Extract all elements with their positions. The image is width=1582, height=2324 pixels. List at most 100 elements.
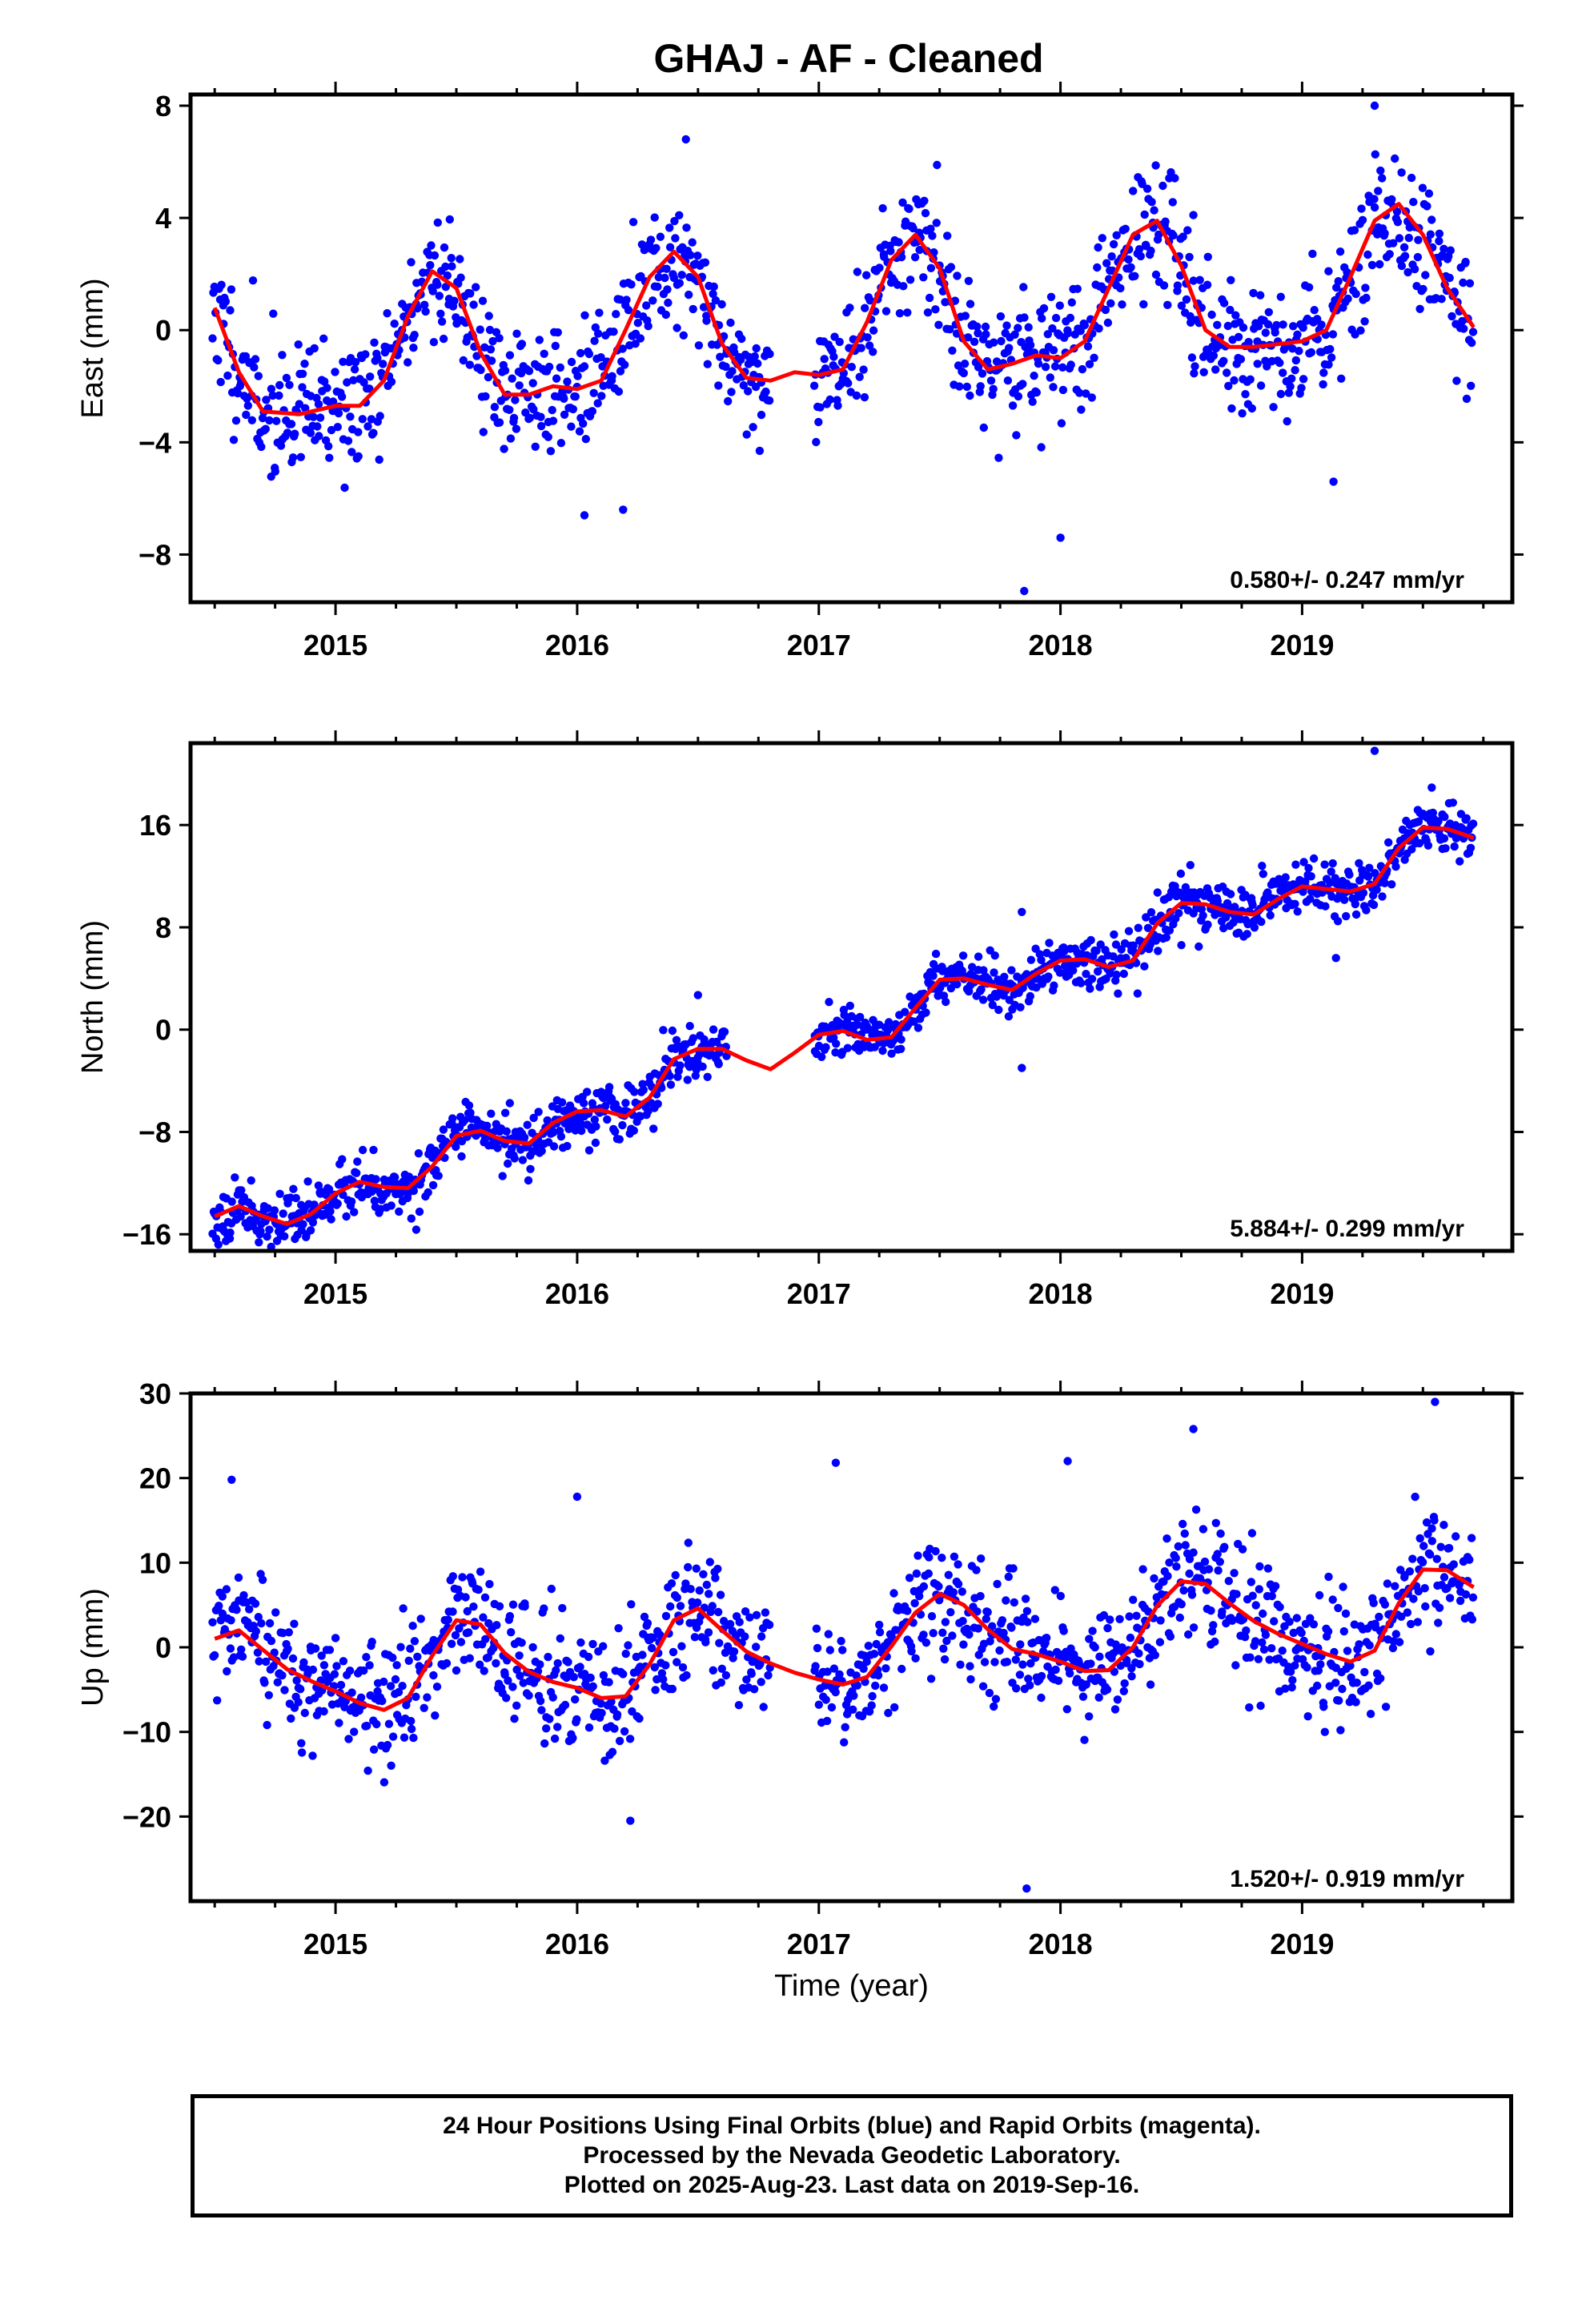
data-point: [990, 968, 998, 977]
data-point: [1191, 1505, 1201, 1514]
data-point: [1000, 972, 1009, 982]
data-point: [724, 396, 733, 406]
data-point: [548, 1693, 557, 1702]
data-point: [1054, 1676, 1063, 1685]
data-point: [990, 338, 998, 347]
data-point: [1213, 896, 1223, 906]
data-point: [1320, 1727, 1330, 1736]
data-point: [1046, 373, 1055, 382]
data-point: [1200, 1557, 1210, 1566]
data-point: [1293, 907, 1302, 916]
data-point: [1267, 1644, 1276, 1653]
data-point: [631, 340, 640, 348]
data-point: [1003, 376, 1013, 385]
data-point: [983, 1607, 992, 1617]
data-point: [964, 333, 973, 342]
data-point: [629, 1126, 638, 1136]
data-point: [678, 1663, 688, 1672]
data-point: [1311, 1651, 1320, 1661]
data-point: [1462, 394, 1472, 404]
data-point: [591, 1138, 600, 1148]
data-point: [650, 1663, 659, 1672]
data-point: [579, 1099, 588, 1108]
data-point: [1397, 1612, 1406, 1622]
data-point: [673, 1658, 681, 1667]
data-point: [1430, 1516, 1439, 1525]
data-point: [233, 388, 243, 398]
data-point: [857, 344, 865, 352]
data-point: [909, 223, 917, 233]
data-point: [1126, 1633, 1135, 1642]
data-point: [1049, 346, 1058, 355]
chart-title: GHAJ - AF - Cleaned: [653, 36, 1044, 81]
data-point: [464, 1628, 473, 1637]
data-point: [1037, 1693, 1046, 1703]
data-point: [526, 1164, 535, 1174]
data-point: [1269, 403, 1278, 412]
data-point: [433, 280, 442, 289]
data-point: [966, 1662, 974, 1671]
data-point: [940, 1655, 950, 1664]
data-point: [546, 447, 556, 456]
data-point: [622, 296, 631, 304]
data-point: [1357, 204, 1366, 213]
data-point: [822, 1716, 832, 1726]
data-point: [1384, 838, 1393, 847]
data-point: [661, 310, 670, 320]
x-tick-label: 2015: [303, 1928, 367, 1960]
data-point: [542, 1724, 551, 1733]
data-point: [354, 428, 363, 436]
data-point: [915, 245, 924, 255]
data-point: [683, 1076, 692, 1084]
data-point: [1351, 1698, 1360, 1707]
data-point: [619, 1670, 628, 1679]
data-point: [821, 1681, 829, 1690]
data-point: [1161, 217, 1170, 226]
data-point: [508, 374, 516, 383]
data-point: [1020, 586, 1029, 596]
data-point: [548, 416, 558, 425]
data-point: [612, 310, 620, 319]
data-point: [897, 1044, 905, 1054]
data-point: [1094, 243, 1102, 252]
data-point: [978, 995, 988, 1004]
data-point: [1422, 1518, 1431, 1527]
data-point: [287, 1714, 295, 1723]
x-axis-label: Time (year): [774, 1969, 929, 2003]
data-point: [1213, 320, 1222, 329]
data-point: [556, 363, 564, 372]
data-point: [666, 1602, 675, 1611]
data-point: [1014, 324, 1022, 332]
data-point: [312, 393, 321, 403]
data-point: [567, 357, 576, 367]
data-point: [711, 296, 721, 305]
data-point: [703, 360, 712, 368]
data-point: [1439, 244, 1448, 253]
data-point: [862, 271, 871, 279]
data-point: [615, 1135, 624, 1144]
data-point: [339, 1657, 348, 1666]
data-point: [400, 1733, 409, 1742]
data-point: [977, 1554, 986, 1563]
data-point: [512, 1665, 521, 1675]
data-point: [347, 1197, 356, 1206]
data-point: [1303, 1712, 1312, 1721]
data-point: [961, 312, 970, 320]
data-point: [853, 267, 862, 276]
data-point: [912, 1569, 921, 1578]
data-point: [1370, 195, 1379, 203]
data-point: [529, 1113, 538, 1123]
data-point: [1151, 161, 1160, 170]
data-point: [1343, 267, 1351, 277]
data-point: [1286, 1667, 1295, 1676]
data-point: [1041, 363, 1050, 372]
data-point: [310, 344, 319, 353]
data-point: [421, 307, 430, 316]
data-point: [887, 1049, 896, 1058]
data-point: [845, 304, 854, 312]
data-point: [1272, 320, 1281, 330]
data-point: [1306, 1614, 1315, 1622]
data-point: [1102, 1685, 1112, 1694]
data-point: [1103, 318, 1113, 328]
